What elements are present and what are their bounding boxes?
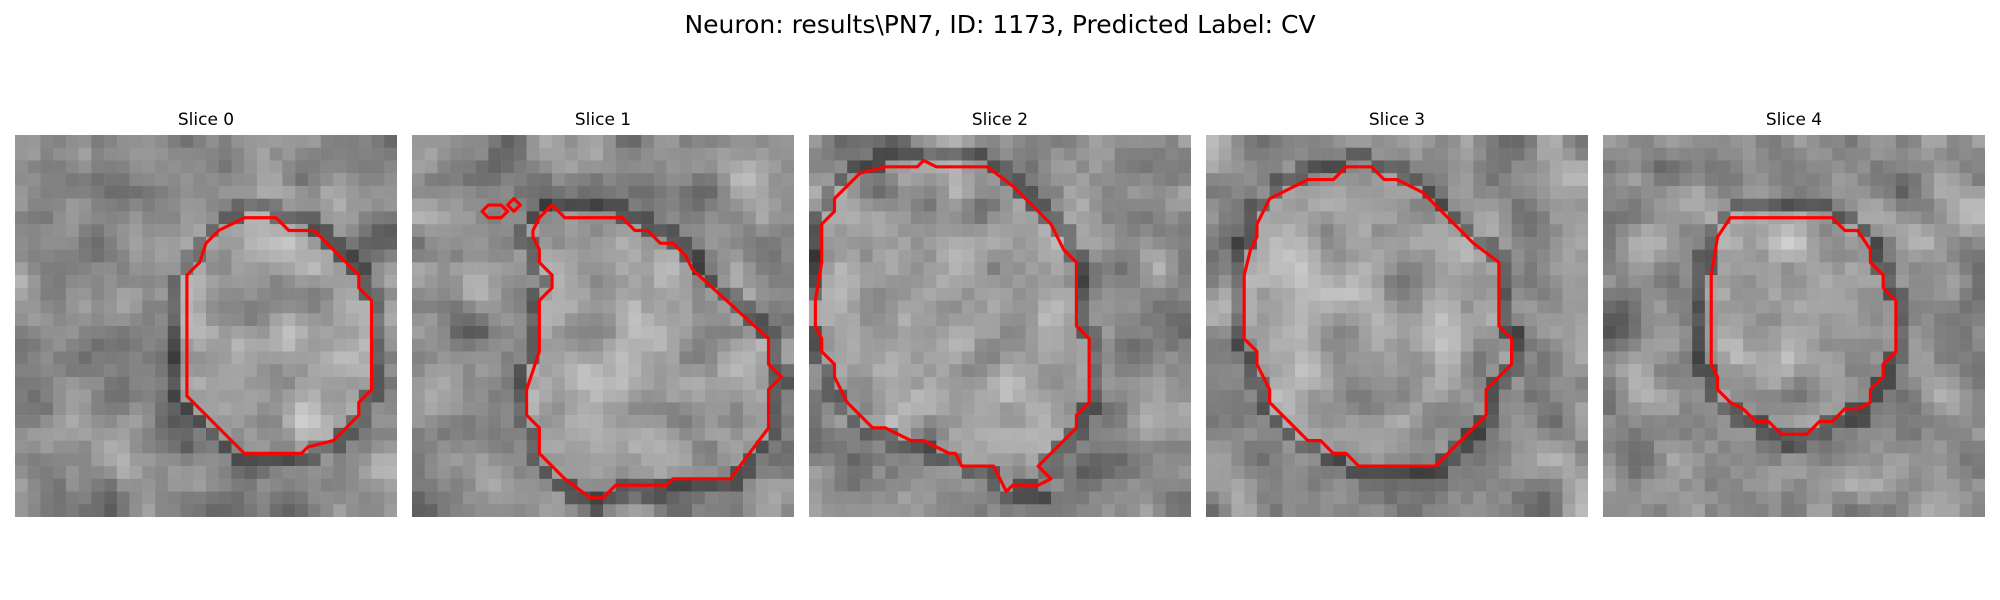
slice-panel-3: Slice 3 (1206, 110, 1588, 517)
segmentation-contour-0 (185, 216, 374, 455)
segmentation-contour-1-1 (480, 203, 510, 220)
figure-title: Neuron: results\PN7, ID: 1173, Predicted… (684, 10, 1316, 39)
slice-pixels-3 (1206, 135, 1588, 517)
slice-pixels-4 (1603, 135, 1985, 517)
slice-image-3 (1206, 135, 1588, 517)
segmentation-contour-1-2 (505, 197, 522, 213)
segmentation-contour-2 (813, 158, 1091, 494)
slice-pixels-2 (809, 135, 1191, 517)
slice-title-0: Slice 0 (177, 110, 235, 130)
slice-title-1: Slice 1 (574, 110, 632, 130)
slice-pixels-1 (412, 135, 794, 517)
slice-image-4 (1603, 135, 1985, 517)
slice-image-2 (809, 135, 1191, 517)
slice-title-4: Slice 4 (1765, 110, 1823, 130)
slice-image-0 (15, 135, 397, 517)
slice-image-1 (412, 135, 794, 517)
segmentation-contour-4 (1709, 216, 1898, 436)
slice-panel-1: Slice 1 (412, 110, 794, 517)
slice-title-2: Slice 2 (971, 110, 1029, 130)
slice-panel-0: Slice 0 (15, 110, 397, 517)
segmentation-contour-1 (525, 203, 783, 500)
slice-title-3: Slice 3 (1368, 110, 1426, 130)
slice-panel-4: Slice 4 (1603, 110, 1985, 517)
slice-panel-2: Slice 2 (809, 110, 1191, 517)
segmentation-contour-3 (1242, 165, 1514, 468)
slice-pixels-0 (15, 135, 397, 517)
